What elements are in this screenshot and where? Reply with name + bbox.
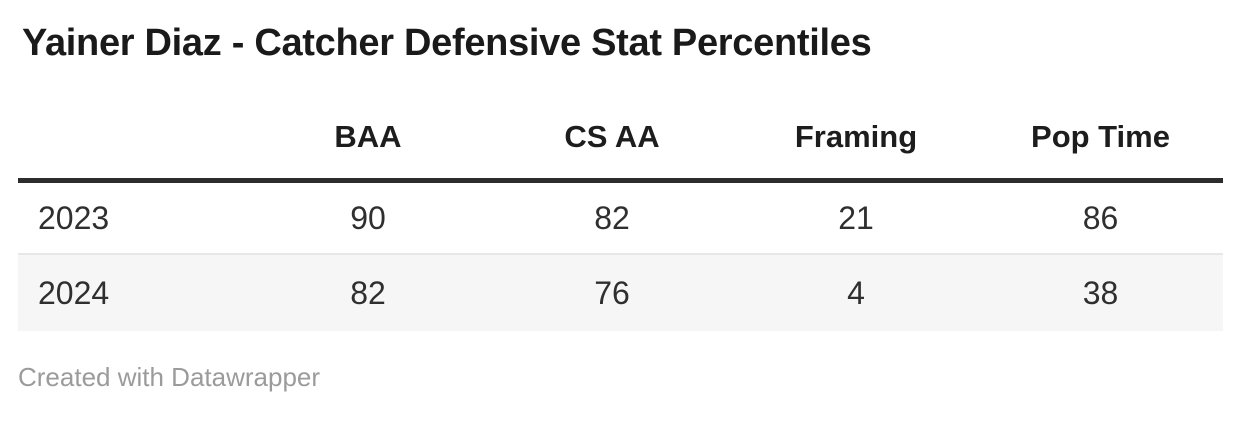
cell-2023-baa: 90 [246,180,490,255]
cell-2023-poptime: 86 [978,180,1223,255]
credit-text: Created with Datawrapper [18,362,321,392]
cell-2023-csaa: 82 [490,180,734,255]
cell-2024-poptime: 38 [978,254,1223,331]
header-row: BAA CS AA Framing Pop Time [18,96,1223,183]
datawrapper-table-widget: Yainer Diaz - Catcher Defensive Stat Per… [0,22,1240,436]
column-header-csaa: CS AA [490,96,734,183]
cell-2023-framing: 21 [734,180,978,255]
chart-title: Yainer Diaz - Catcher Defensive Stat Per… [22,22,872,64]
cell-2024-baa: 82 [246,254,490,331]
cell-2024-framing: 4 [734,254,978,331]
percentiles-table: BAA CS AA Framing Pop Time 2023 90 82 21… [18,96,1223,331]
credit-line: Created with Datawrapper [18,363,1240,391]
cell-2024-csaa: 76 [490,254,734,331]
table-row-2023: 2023 90 82 21 86 [18,180,1223,255]
row-label-2023: 2023 [18,180,246,255]
column-header-baa: BAA [246,96,490,183]
column-header-framing: Framing [734,96,978,183]
column-header-year [18,96,246,183]
table-row-2024: 2024 82 76 4 38 [18,254,1223,331]
column-header-poptime: Pop Time [978,96,1223,183]
row-label-2024: 2024 [18,254,246,331]
